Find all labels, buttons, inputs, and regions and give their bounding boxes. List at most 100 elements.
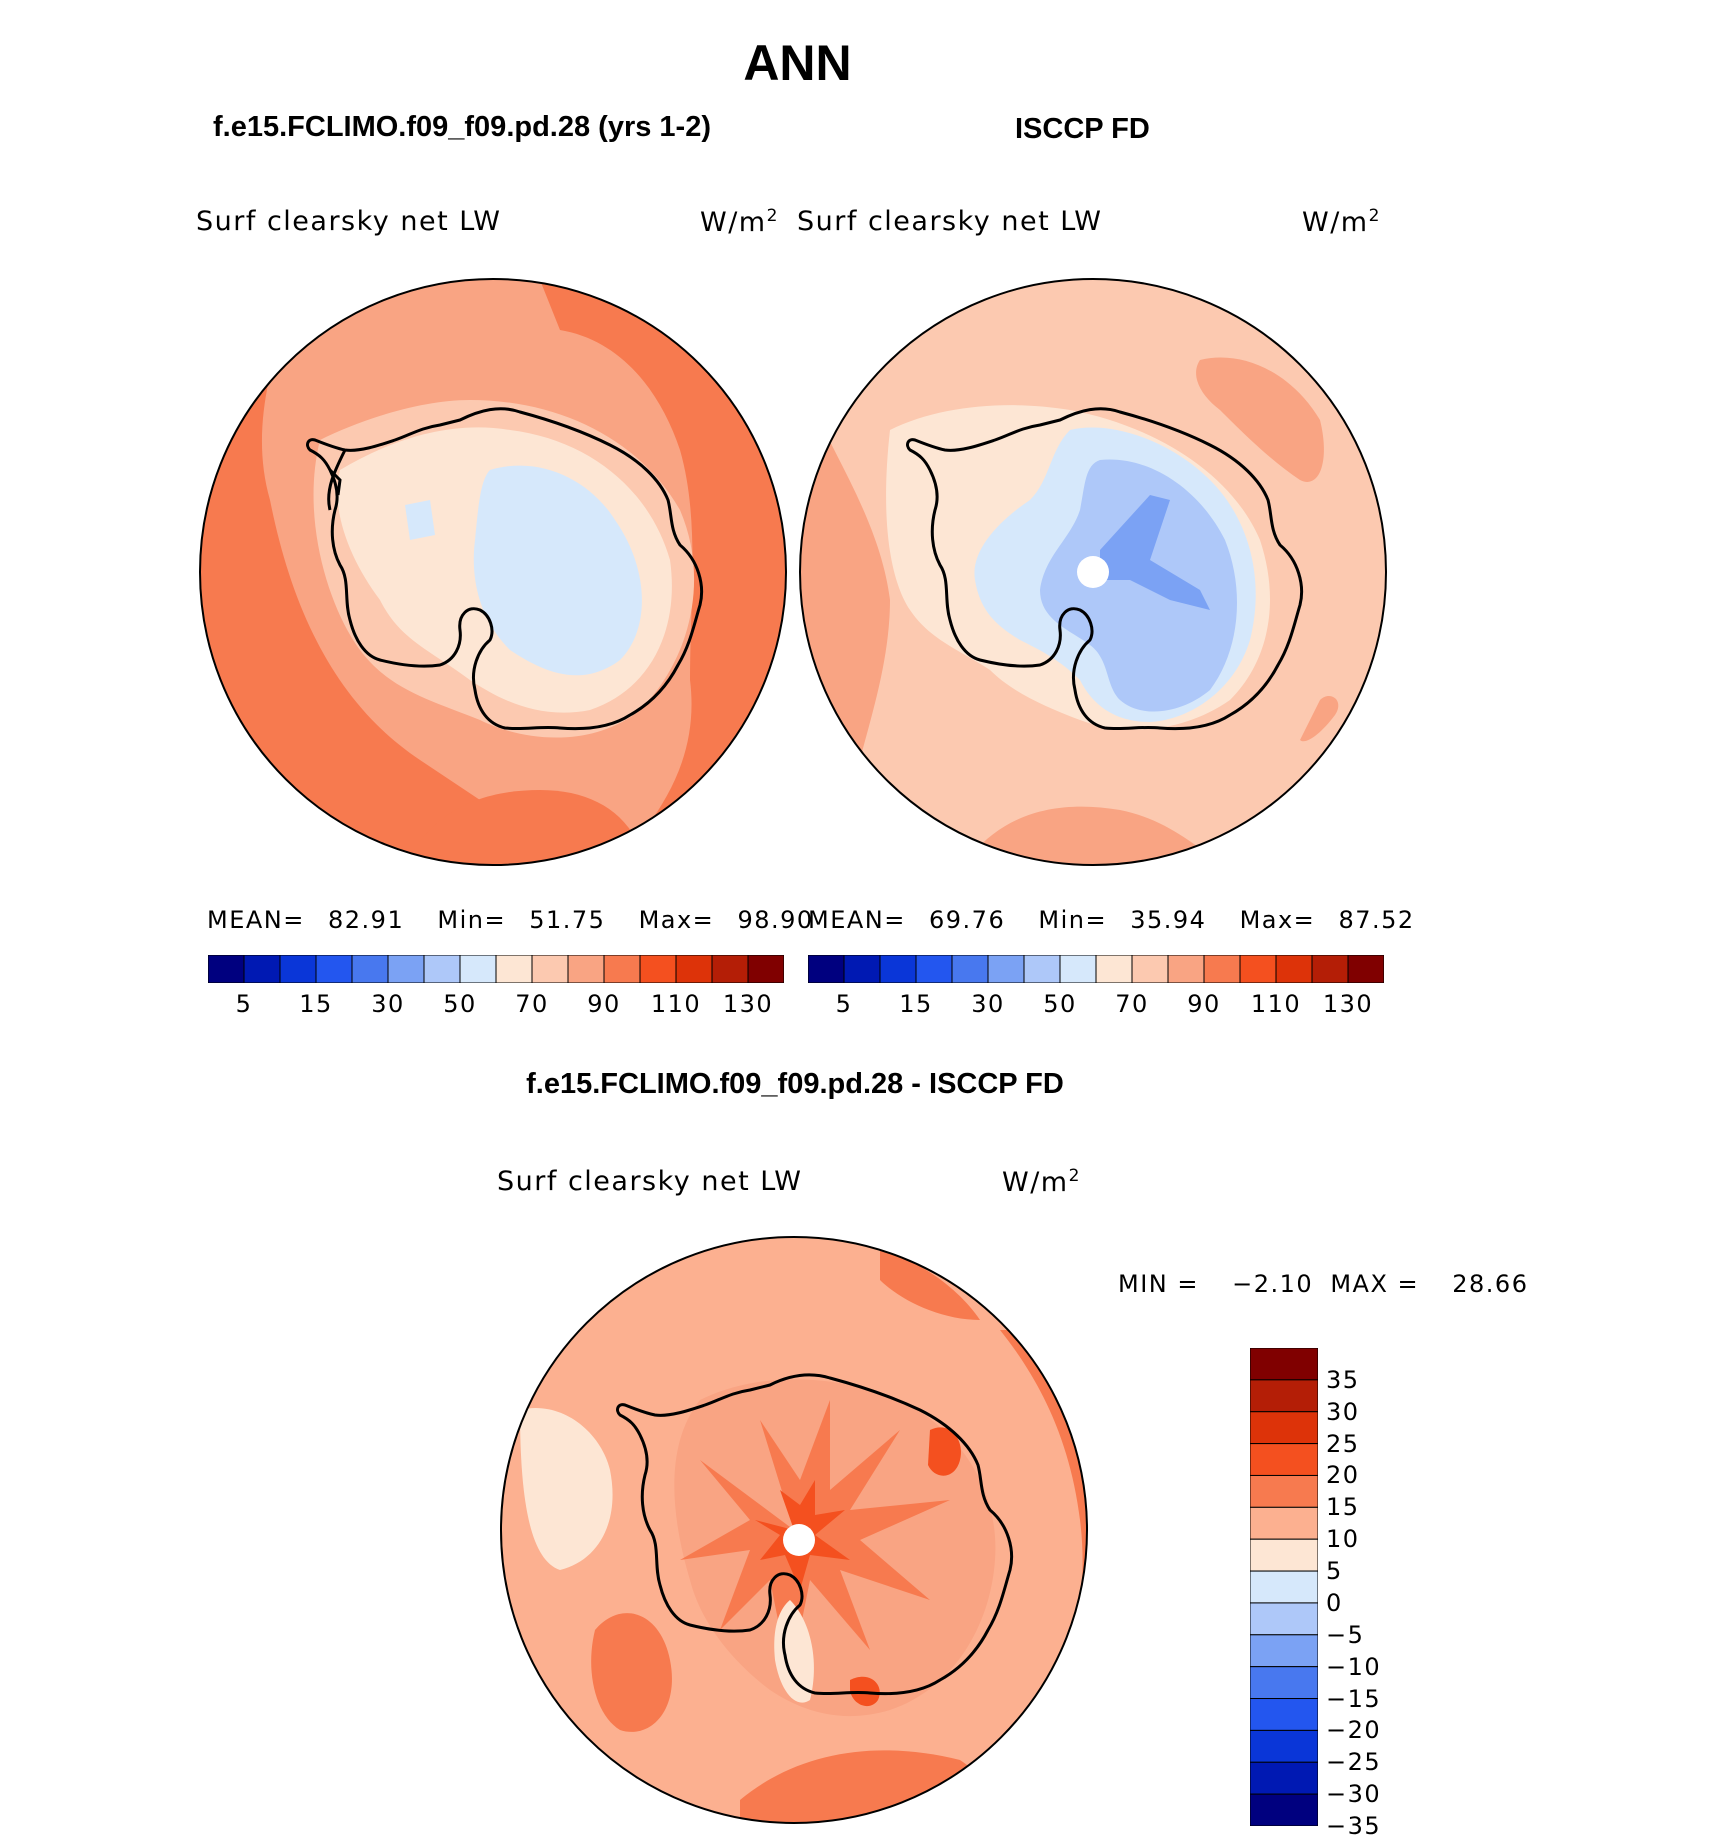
obs-variable-label: Surf clearsky net LW [797,206,1103,237]
model-colorbar-label: 130 [722,990,774,1018]
model-stats: MEAN= 82.91 Min= 51.75 Max= 98.90 [207,906,814,934]
obs-colorbar-swatch [1275,955,1313,983]
model-colorbar-swatches [208,955,784,983]
diff-colorbar-swatch [1250,1666,1318,1700]
obs-colorbar-label: 15 [899,990,933,1018]
model-units-label: W/m2 [700,206,779,238]
diff-fill-west-patch [591,1613,672,1732]
obs-colorbar-swatches [808,955,1384,983]
obs-colorbar-swatch [1347,955,1384,983]
model-colorbar-label: 50 [443,990,477,1018]
diff-panel-title: f.e15.FCLIMO.f09_f09.pd.28 - ISCCP FD [526,1068,1064,1100]
model-variable-label: Surf clearsky net LW [196,206,502,237]
obs-colorbar-swatch [1203,955,1241,983]
diff-colorbar-label: 25 [1326,1429,1360,1458]
obs-units-label: W/m2 [1302,206,1381,238]
model-panel-title: f.e15.FCLIMO.f09_f09.pd.28 (yrs 1-2) [213,111,711,143]
model-colorbar [208,955,784,983]
diff-colorbar-label: −25 [1326,1748,1382,1777]
obs-colorbar-labels: 5 15 30 50 70 90 110 130 [808,990,1384,1020]
obs-colorbar-label: 90 [1187,990,1221,1018]
diff-colorbar-swatches [1250,1348,1318,1826]
model-colorbar-swatch [495,955,533,983]
model-colorbar-swatch [208,955,245,983]
model-max-label: Max= [638,906,715,934]
diff-colorbar-swatch [1250,1698,1318,1731]
obs-stats: MEAN= 69.76 Min= 35.94 Max= 87.52 [808,906,1415,934]
diff-units: W/m [1002,1167,1069,1198]
diff-units-sup: 2 [1068,1166,1081,1186]
diff-stats: MIN = −2.10 MAX = 28.66 [1118,1270,1528,1298]
model-max-value: 98.90 [737,906,814,934]
obs-colorbar-swatch [987,955,1025,983]
obs-colorbar-label: 130 [1322,990,1374,1018]
obs-colorbar-swatch [915,955,953,983]
obs-colorbar-swatch [879,955,917,983]
obs-max-value: 87.52 [1338,906,1415,934]
diff-colorbar-label: −5 [1326,1620,1365,1649]
obs-fill-west-band [800,380,890,760]
diff-fill-east-hotspot [928,1427,961,1476]
diff-coastline [616,1373,1014,1696]
model-colorbar-swatch [531,955,569,983]
diff-colorbar-label: −35 [1326,1812,1382,1840]
model-map-border [199,278,787,866]
obs-panel-title: ISCCP FD [1015,113,1150,145]
model-colorbar-swatch [639,955,677,983]
model-fill-plateau [473,465,642,676]
obs-coastline [906,407,1304,731]
diff-colorbar-label: −10 [1326,1652,1382,1681]
diff-colorbar-label: 15 [1326,1493,1360,1522]
diff-variable-label: Surf clearsky net LW [497,1166,803,1197]
model-map [200,279,786,865]
model-fill-outer-west [200,280,480,865]
diff-colorbar-label: 30 [1326,1397,1360,1426]
diff-max-label: MAX = [1330,1270,1420,1298]
model-colorbar-swatch [423,955,461,983]
model-colorbar-label: 5 [235,990,253,1018]
diff-colorbar-swatch [1250,1570,1318,1604]
model-colorbar-swatch [315,955,353,983]
obs-colorbar-label: 5 [835,990,853,1018]
obs-fill-plateau-min [1100,495,1210,610]
figure-title: ANN [743,35,852,91]
diff-min-value: −2.10 [1232,1270,1314,1298]
diff-colorbar-swatch [1250,1602,1318,1636]
diff-colorbar-swatch [1250,1474,1318,1508]
diff-map-border [500,1236,1088,1824]
obs-pole-hole [1077,556,1109,588]
diff-colorbar-swatch [1250,1761,1318,1795]
model-units: W/m [700,207,767,238]
obs-colorbar-swatch [1023,955,1061,983]
obs-colorbar-label: 110 [1250,990,1302,1018]
obs-colorbar-label: 50 [1043,990,1077,1018]
obs-fill-south-band [960,806,1230,865]
diff-colorbar-swatch [1250,1443,1318,1476]
model-colorbar-label: 110 [650,990,702,1018]
obs-colorbar-swatch [1167,955,1205,983]
diff-colorbar-label: 35 [1326,1365,1360,1394]
obs-mean-label: MEAN= [808,906,906,934]
obs-min-value: 35.94 [1130,906,1207,934]
model-colorbar-label: 30 [371,990,405,1018]
diff-colorbar-swatch [1250,1634,1318,1668]
model-peninsula [327,449,347,511]
model-min-value: 51.75 [529,906,606,934]
model-colorbar-labels: 5 15 30 50 70 90 110 130 [208,990,784,1020]
model-colorbar-swatch [603,955,641,983]
model-colorbar-swatch [711,955,749,983]
obs-colorbar-swatch [808,955,845,983]
obs-map-border [799,278,1387,866]
diff-colorbar-swatch [1250,1793,1318,1826]
diff-min-label: MIN = [1118,1270,1199,1298]
diff-colorbar-label: −15 [1326,1684,1382,1713]
model-min-label: Min= [437,906,507,934]
obs-colorbar-swatch [1239,955,1277,983]
obs-colorbar-swatch [1059,955,1097,983]
obs-max-label: Max= [1239,906,1316,934]
model-colorbar-swatch [351,955,389,983]
diff-colorbar-label: −20 [1326,1716,1382,1745]
obs-colorbar-swatch [1311,955,1349,983]
model-colorbar-swatch [459,955,497,983]
